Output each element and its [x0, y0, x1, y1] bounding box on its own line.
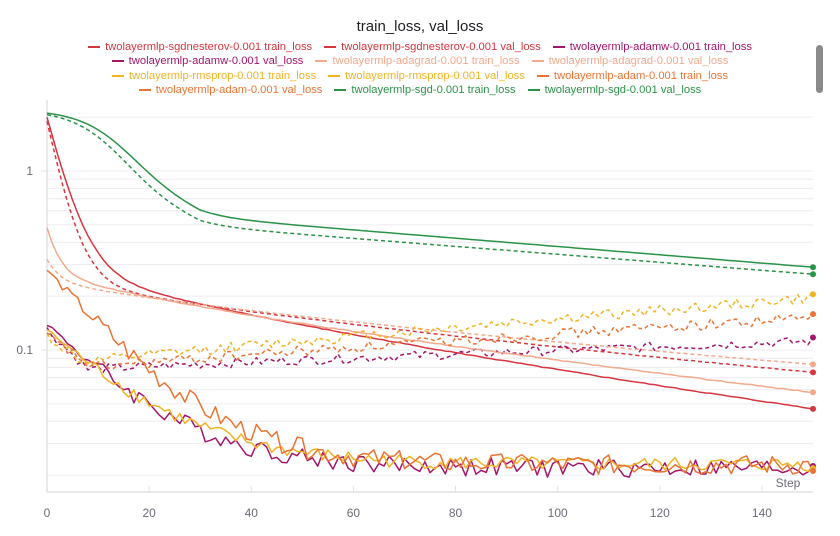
solid-line-swatch-icon	[88, 46, 101, 49]
chart-legend: twolayermlp-sgdnesterov-0.001 train_loss…	[60, 40, 780, 98]
x-tick-label: 20	[142, 506, 156, 520]
legend-scrollbar[interactable]	[816, 45, 823, 93]
legend-label: twolayermlp-sgdnesterov-0.001 val_loss	[341, 41, 541, 53]
series-line	[46, 259, 814, 366]
series-end-marker	[810, 369, 816, 376]
solid-line-swatch-icon	[315, 60, 328, 63]
x-axis-label: Step	[776, 476, 801, 490]
chart-title: train_loss, val_loss	[356, 18, 484, 35]
legend-label: twolayermlp-sgd-0.001 train_loss	[351, 84, 516, 97]
y-tick-label: 0.1	[16, 343, 33, 357]
series-line	[46, 313, 814, 370]
series-end-marker	[810, 291, 816, 298]
legend-item[interactable]: twolayermlp-sgdnesterov-0.001 val_loss	[324, 40, 541, 54]
series-line	[46, 329, 814, 473]
legend-item[interactable]: twolayermlp-rmsprop-0.001 val_loss	[328, 69, 525, 83]
series-end-marker	[810, 311, 816, 318]
solid-line-swatch-icon	[112, 74, 125, 77]
x-tick-label: 140	[752, 506, 772, 520]
x-tick-label: 120	[650, 506, 670, 520]
legend-item[interactable]: twolayermlp-adagrad-0.001 train_loss	[315, 54, 520, 68]
series-end-marker	[810, 468, 816, 475]
x-tick-label: 80	[449, 506, 463, 520]
legend-item[interactable]: twolayermlp-adam-0.001 val_loss	[138, 83, 323, 97]
series-end-marker	[810, 389, 816, 396]
legend-label: twolayermlp-adagrad-0.001 train_loss	[332, 55, 520, 68]
legend-label: twolayermlp-adam-0.001 val_loss	[155, 84, 323, 97]
legend-label: twolayermlp-rmsprop-0.001 train_loss	[129, 69, 317, 82]
dashed-line-swatch-icon	[138, 89, 151, 92]
x-tick-label: 40	[245, 506, 259, 520]
legend-item[interactable]: twolayermlp-sgd-0.001 val_loss	[527, 83, 702, 97]
solid-line-swatch-icon	[552, 46, 565, 49]
legend-item[interactable]: twolayermlp-rmsprop-0.001 train_loss	[112, 69, 316, 83]
series-line	[46, 113, 814, 275]
y-tick-label: 1	[26, 164, 33, 178]
legend-label: twolayermlp-sgd-0.001 val_loss	[544, 84, 702, 97]
x-tick-label: 100	[548, 506, 568, 520]
series-line	[46, 269, 814, 475]
solid-line-swatch-icon	[536, 74, 549, 77]
legend-label: twolayermlp-sgdnesterov-0.001 train_loss	[105, 41, 313, 53]
series-line	[46, 227, 814, 393]
legend-label: twolayermlp-adamw-0.001 train_loss	[569, 41, 752, 53]
legend-item[interactable]: twolayermlp-adamw-0.001 val_loss	[111, 54, 304, 68]
legend-label: twolayermlp-adagrad-0.001 val_loss	[548, 55, 729, 68]
legend-item[interactable]: twolayermlp-sgdnesterov-0.001 train_loss	[88, 40, 312, 54]
dashed-line-swatch-icon	[324, 46, 337, 49]
dashed-line-swatch-icon	[527, 89, 540, 92]
legend-label: twolayermlp-adam-0.001 train_loss	[553, 69, 728, 82]
series-line	[46, 293, 814, 366]
legend-label: twolayermlp-adamw-0.001 val_loss	[128, 55, 304, 68]
x-tick-label: 0	[44, 506, 51, 520]
legend-item[interactable]: twolayermlp-adamw-0.001 train_loss	[552, 40, 752, 54]
legend-item[interactable]: twolayermlp-sgd-0.001 train_loss	[334, 83, 516, 97]
solid-line-swatch-icon	[334, 89, 347, 92]
legend-item[interactable]: twolayermlp-adam-0.001 train_loss	[536, 69, 728, 83]
dashed-line-swatch-icon	[531, 60, 544, 63]
series-end-marker	[810, 264, 816, 271]
series-line	[46, 116, 814, 410]
x-tick-label: 60	[347, 506, 361, 520]
legend-label: twolayermlp-rmsprop-0.001 val_loss	[345, 69, 525, 82]
dashed-line-swatch-icon	[111, 60, 124, 63]
dashed-line-swatch-icon	[328, 74, 341, 77]
legend-item[interactable]: twolayermlp-adagrad-0.001 val_loss	[531, 54, 729, 68]
series-end-marker	[810, 361, 816, 368]
series-line	[46, 121, 814, 374]
series-end-marker	[810, 334, 816, 341]
series-end-marker	[810, 405, 816, 412]
series-end-marker	[810, 271, 816, 278]
series-line	[46, 327, 814, 374]
series-line	[46, 112, 814, 268]
